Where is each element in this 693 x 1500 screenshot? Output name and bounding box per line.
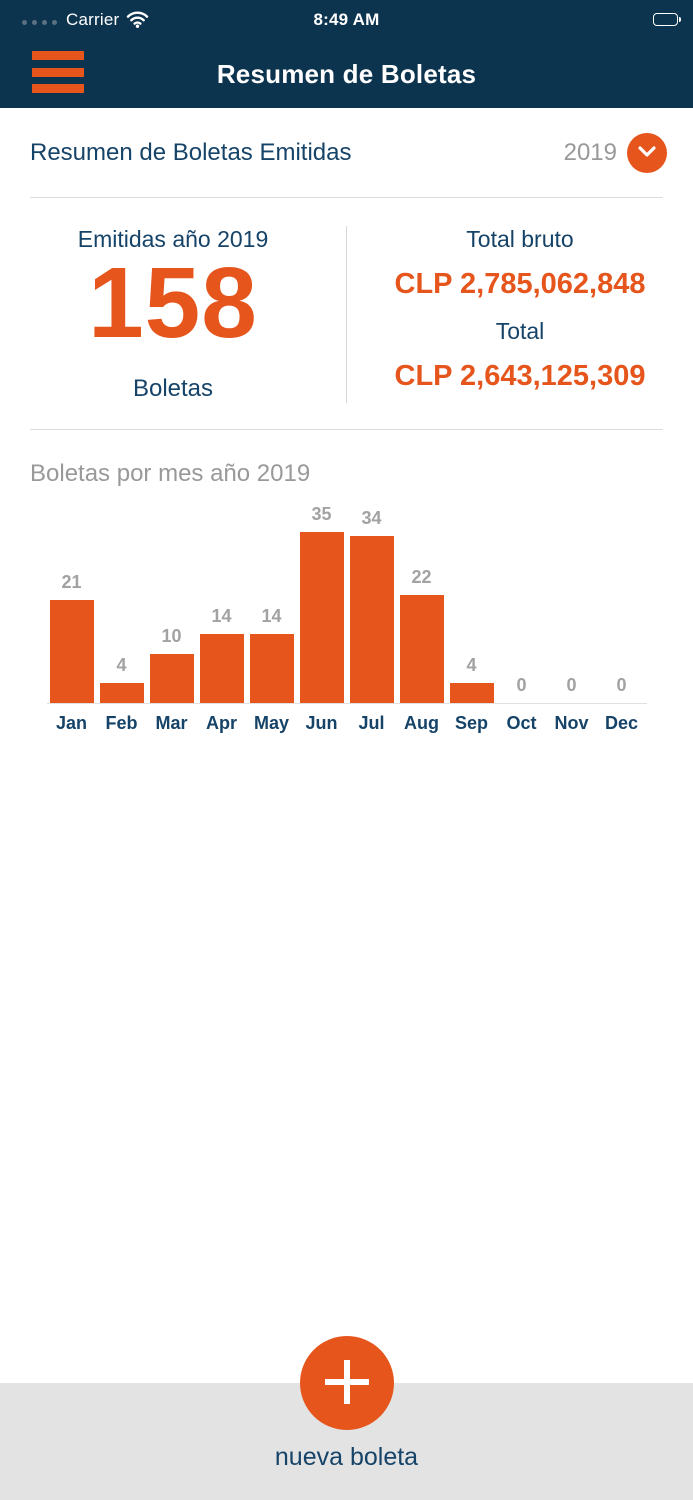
bar-value-label: 21 <box>61 572 82 592</box>
gross-total-label: Total bruto <box>466 226 574 252</box>
totals-stats: Total bruto CLP 2,785,062,848 Total CLP … <box>347 226 693 403</box>
bar-value-label: 34 <box>361 508 382 528</box>
chart-bar <box>249 634 294 703</box>
stats-panel: Emitidas año 2019 158 Boletas Total brut… <box>0 198 693 429</box>
chart-bar <box>199 634 244 703</box>
chart-column-nov: 0 Nov <box>546 504 597 734</box>
month-label: Dec <box>604 713 639 733</box>
chart-bar <box>149 654 194 703</box>
summary-header: Resumen de Boletas Emitidas 2019 <box>0 108 693 173</box>
divider <box>30 429 663 430</box>
status-time: 8:49 AM <box>313 10 380 29</box>
month-label: Nov <box>554 713 589 733</box>
chart-bar <box>349 536 394 703</box>
gross-total-value: CLP 2,785,062,848 <box>394 268 646 300</box>
cellular-signal-icon <box>22 19 57 25</box>
chart-column-jun: 35 Jun <box>296 504 347 734</box>
carrier-label: Carrier <box>66 10 120 29</box>
chart-column-sep: 4 Sep <box>446 504 497 734</box>
chart-column-oct: 0 Oct <box>496 504 547 734</box>
chart-bar <box>49 600 94 703</box>
status-bar: Carrier 8:49 AM <box>0 0 693 40</box>
chart-column-apr: 14 Apr <box>196 504 247 734</box>
chart-bar <box>399 595 444 703</box>
emitted-stats: Emitidas año 2019 158 Boletas <box>0 226 346 403</box>
page-title: Resumen de Boletas <box>216 58 477 89</box>
year-selector[interactable]: 2019 <box>564 133 667 173</box>
chart-column-mar: 10 Mar <box>146 504 197 734</box>
wifi-icon <box>126 11 149 33</box>
month-label: Apr <box>206 713 237 733</box>
bar-value-label: 0 <box>516 675 527 695</box>
monthly-bar-chart: 21 Jan 4 Feb 10 Mar 14 Apr 14 May 35 Jun 34 Jul 22 Aug 4… <box>46 504 647 734</box>
chart-bar <box>99 683 144 703</box>
month-label: Mar <box>155 713 188 733</box>
section-title: Resumen de Boletas Emitidas <box>30 139 352 166</box>
month-label: May <box>253 713 289 733</box>
chart-column-may: 14 May <box>246 504 297 734</box>
bar-value-label: 14 <box>261 606 282 626</box>
bar-value-label: 0 <box>566 675 577 695</box>
net-total-value: CLP 2,643,125,309 <box>394 360 646 392</box>
chevron-down-icon <box>637 145 657 161</box>
plus-icon <box>317 1352 377 1415</box>
bar-value-label: 22 <box>411 567 432 587</box>
month-label: Aug <box>404 713 439 733</box>
bar-value-label: 4 <box>116 655 127 675</box>
month-label: Jan <box>55 713 88 733</box>
bar-value-label: 4 <box>466 655 477 675</box>
month-label: Feb <box>105 713 138 733</box>
month-label: Jun <box>305 713 338 733</box>
chart-bar <box>299 532 344 703</box>
bar-value-label: 10 <box>161 626 182 646</box>
chart-bar <box>449 683 494 703</box>
chart-column-jan: 21 Jan <box>46 504 97 734</box>
new-boleta-fab-button[interactable] <box>300 1336 394 1430</box>
year-dropdown-button[interactable] <box>627 133 667 173</box>
month-label: Jul <box>358 713 385 733</box>
divider <box>30 197 663 198</box>
chart-column-feb: 4 Feb <box>96 504 147 734</box>
vertical-divider <box>346 226 347 403</box>
emitted-unit: Boletas <box>132 375 214 402</box>
year-label: 2019 <box>563 139 617 166</box>
month-label: Oct <box>506 713 537 733</box>
battery-icon <box>653 13 681 26</box>
bar-value-label: 35 <box>311 504 332 524</box>
chart-column-dec: 0 Dec <box>596 504 647 734</box>
nav-bar: Resumen de Boletas <box>0 40 693 108</box>
emitted-count: 158 <box>88 247 258 359</box>
bar-value-label: 14 <box>211 606 232 626</box>
bar-value-label: 0 <box>616 675 627 695</box>
menu-button[interactable] <box>32 51 84 93</box>
net-total-label: Total <box>495 318 545 344</box>
chart-column-jul: 34 Jul <box>346 504 397 734</box>
emitted-label: Emitidas año 2019 <box>77 226 269 252</box>
hamburger-icon <box>32 51 84 60</box>
month-label: Sep <box>454 713 488 733</box>
chart-column-aug: 22 Aug <box>396 504 447 734</box>
new-boleta-label[interactable]: nueva boleta <box>274 1443 419 1471</box>
chart-title: Boletas por mes año 2019 <box>30 460 311 487</box>
